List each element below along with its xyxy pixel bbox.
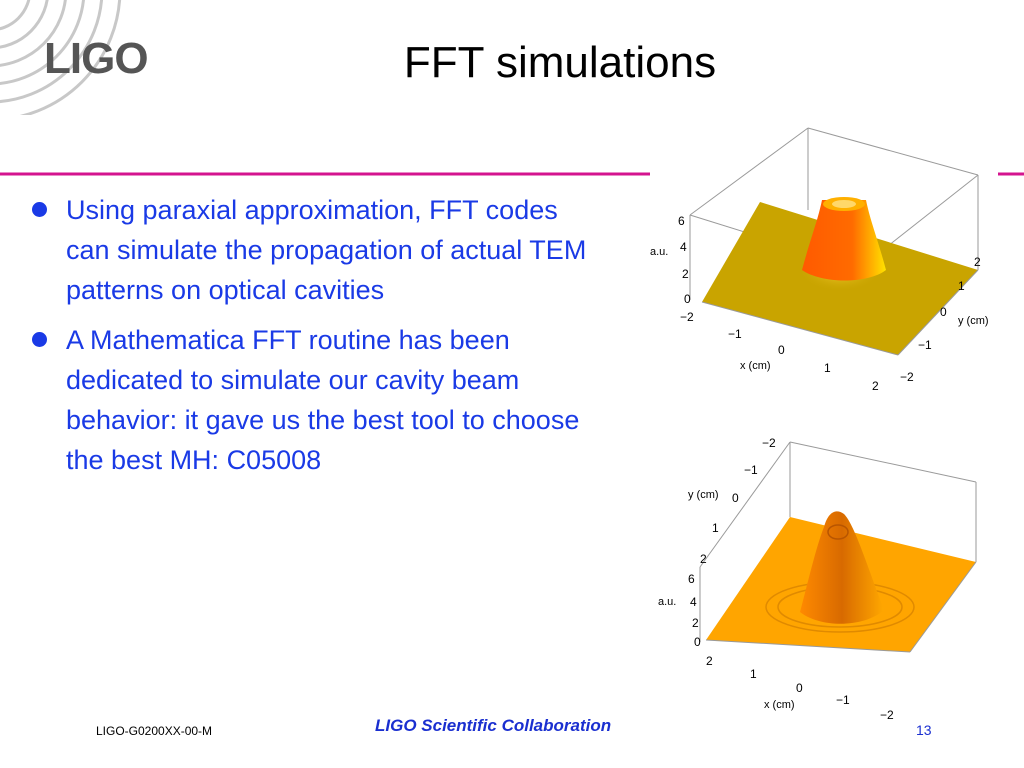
z-axis-label: a.u. [658,596,676,608]
beam-profile-plot-bottom: −2 −1 0 1 2 y (cm) a.u. 6 4 2 0 2 1 0 −1… [658,436,977,722]
y-tick: −2 [900,370,914,384]
bullet-dot-icon [32,202,47,217]
x-tick: −1 [728,327,742,341]
y-tick: −2 [762,436,776,450]
x-axis-label: x (cm) [740,360,771,372]
z-tick: 6 [688,572,695,586]
z-tick: 2 [682,267,689,281]
x-tick: 1 [750,667,757,681]
y-tick: −1 [918,338,932,352]
z-tick: 4 [690,595,697,609]
plot-box [689,127,979,300]
x-tick: 0 [778,343,785,357]
y-axis-label: y (cm) [958,315,989,327]
x-tick: 1 [824,361,831,375]
bullet-item: Using paraxial approximation, FFT codes … [26,190,596,310]
bullet-list: Using paraxial approximation, FFT codes … [26,190,596,490]
x-tick: 2 [872,379,879,393]
y-tick: 1 [958,279,965,293]
bullet-text: Using paraxial approximation, FFT codes … [66,195,587,305]
z-tick: 6 [678,214,685,228]
beam-profile-plot-top: a.u. 6 4 2 0 −2 −1 0 1 2 x (cm) 2 1 0 −1… [650,127,989,393]
z-axis-label: a.u. [650,246,668,258]
x-tick: −2 [880,708,894,722]
page-number: 13 [916,722,932,738]
z-tick: 2 [692,616,699,630]
x-tick: −1 [836,693,850,707]
title-divider [0,172,1024,176]
bullet-dot-icon [32,332,47,347]
y-axis-label: y (cm) [688,489,719,501]
z-tick: 0 [684,292,691,306]
ligo-logo: LIGO [44,34,149,83]
beam-peak [802,200,886,281]
y-tick: −1 [744,463,758,477]
plot-box [699,441,977,642]
collaboration-name: LIGO Scientific Collaboration [375,716,612,735]
slide-title: FFT simulations [403,38,717,87]
bullet-text: A Mathematica FFT routine has been dedic… [66,325,580,475]
beam-peak [800,511,884,624]
y-tick: 1 [712,521,719,535]
x-tick: 0 [796,681,803,695]
y-tick: 0 [732,491,739,505]
y-tick: 0 [940,305,947,319]
x-tick: 2 [706,654,713,668]
y-tick: 2 [700,552,707,566]
z-tick: 4 [680,240,687,254]
x-tick: −2 [680,310,694,324]
y-tick: 2 [974,255,981,269]
x-axis-label: x (cm) [764,699,795,711]
bullet-item: A Mathematica FFT routine has been dedic… [26,320,596,480]
z-tick: 0 [694,635,701,649]
document-id: LIGO-G0200XX-00-M [96,724,213,738]
